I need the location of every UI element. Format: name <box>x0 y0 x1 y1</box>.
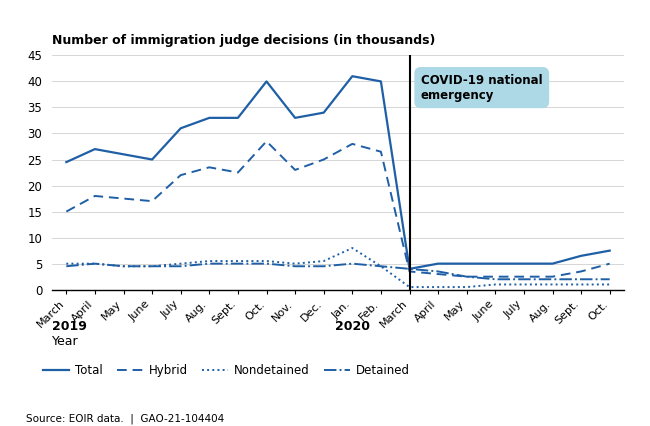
Nondetained <box>62 261 70 266</box>
Total <box>148 157 156 162</box>
Detained <box>120 264 127 269</box>
Line: Detained: Detained <box>66 264 610 279</box>
Detained <box>520 277 528 282</box>
Detained <box>320 264 328 269</box>
Total <box>291 115 299 121</box>
Hybrid <box>320 157 328 162</box>
Detained <box>406 266 413 271</box>
Detained <box>148 264 156 269</box>
Total <box>406 266 413 271</box>
Nondetained <box>348 245 356 250</box>
Line: Total: Total <box>66 76 610 269</box>
Text: COVID-19 national
emergency: COVID-19 national emergency <box>421 74 543 102</box>
Total <box>463 261 471 266</box>
Hybrid <box>120 196 127 201</box>
Nondetained <box>263 259 270 264</box>
Detained <box>348 261 356 266</box>
Nondetained <box>377 264 385 269</box>
Hybrid <box>263 139 270 144</box>
Nondetained <box>606 282 614 287</box>
Line: Nondetained: Nondetained <box>66 248 610 287</box>
Total <box>263 79 270 84</box>
Total <box>177 126 185 131</box>
Nondetained <box>463 285 471 290</box>
Total <box>348 74 356 79</box>
Hybrid <box>606 261 614 266</box>
Hybrid <box>434 271 442 276</box>
Total <box>520 261 528 266</box>
Total <box>549 261 556 266</box>
Text: Year: Year <box>52 335 79 348</box>
Hybrid <box>205 165 213 170</box>
Total <box>377 79 385 84</box>
Detained <box>291 264 299 269</box>
Hybrid <box>549 274 556 279</box>
Hybrid <box>291 167 299 173</box>
Line: Hybrid: Hybrid <box>66 141 610 276</box>
Text: Number of immigration judge decisions (in thousands): Number of immigration judge decisions (i… <box>52 34 436 47</box>
Total <box>62 160 70 165</box>
Hybrid <box>177 173 185 178</box>
Total <box>91 147 99 152</box>
Text: 2019: 2019 <box>52 320 87 333</box>
Nondetained <box>520 282 528 287</box>
Text: 2020: 2020 <box>335 320 370 333</box>
Hybrid <box>62 209 70 214</box>
Detained <box>263 261 270 266</box>
Detained <box>491 277 499 282</box>
Nondetained <box>177 261 185 266</box>
Nondetained <box>91 261 99 266</box>
Detained <box>205 261 213 266</box>
Total <box>320 110 328 115</box>
Legend: Total, Hybrid, Nondetained, Detained: Total, Hybrid, Nondetained, Detained <box>38 359 415 382</box>
Nondetained <box>205 259 213 264</box>
Detained <box>577 277 585 282</box>
Hybrid <box>491 274 499 279</box>
Nondetained <box>320 259 328 264</box>
Hybrid <box>577 269 585 274</box>
Nondetained <box>577 282 585 287</box>
Total <box>606 248 614 253</box>
Total <box>577 253 585 259</box>
Nondetained <box>406 285 413 290</box>
Hybrid <box>463 274 471 279</box>
Hybrid <box>377 149 385 154</box>
Detained <box>463 274 471 279</box>
Nondetained <box>234 259 242 264</box>
Hybrid <box>148 199 156 204</box>
Total <box>434 261 442 266</box>
Detained <box>91 261 99 266</box>
Nondetained <box>120 264 127 269</box>
Detained <box>434 269 442 274</box>
Nondetained <box>491 282 499 287</box>
Hybrid <box>348 141 356 147</box>
Nondetained <box>549 282 556 287</box>
Detained <box>549 277 556 282</box>
Nondetained <box>434 285 442 290</box>
Hybrid <box>91 193 99 199</box>
Total <box>234 115 242 121</box>
Detained <box>234 261 242 266</box>
Hybrid <box>520 274 528 279</box>
Hybrid <box>406 269 413 274</box>
Total <box>205 115 213 121</box>
Detained <box>606 277 614 282</box>
Nondetained <box>148 264 156 269</box>
Hybrid <box>234 170 242 175</box>
Text: Source: EOIR data.  |  GAO-21-104404: Source: EOIR data. | GAO-21-104404 <box>26 414 224 424</box>
Nondetained <box>291 261 299 266</box>
Total <box>491 261 499 266</box>
Total <box>120 152 127 157</box>
Detained <box>377 264 385 269</box>
Detained <box>62 264 70 269</box>
Detained <box>177 264 185 269</box>
